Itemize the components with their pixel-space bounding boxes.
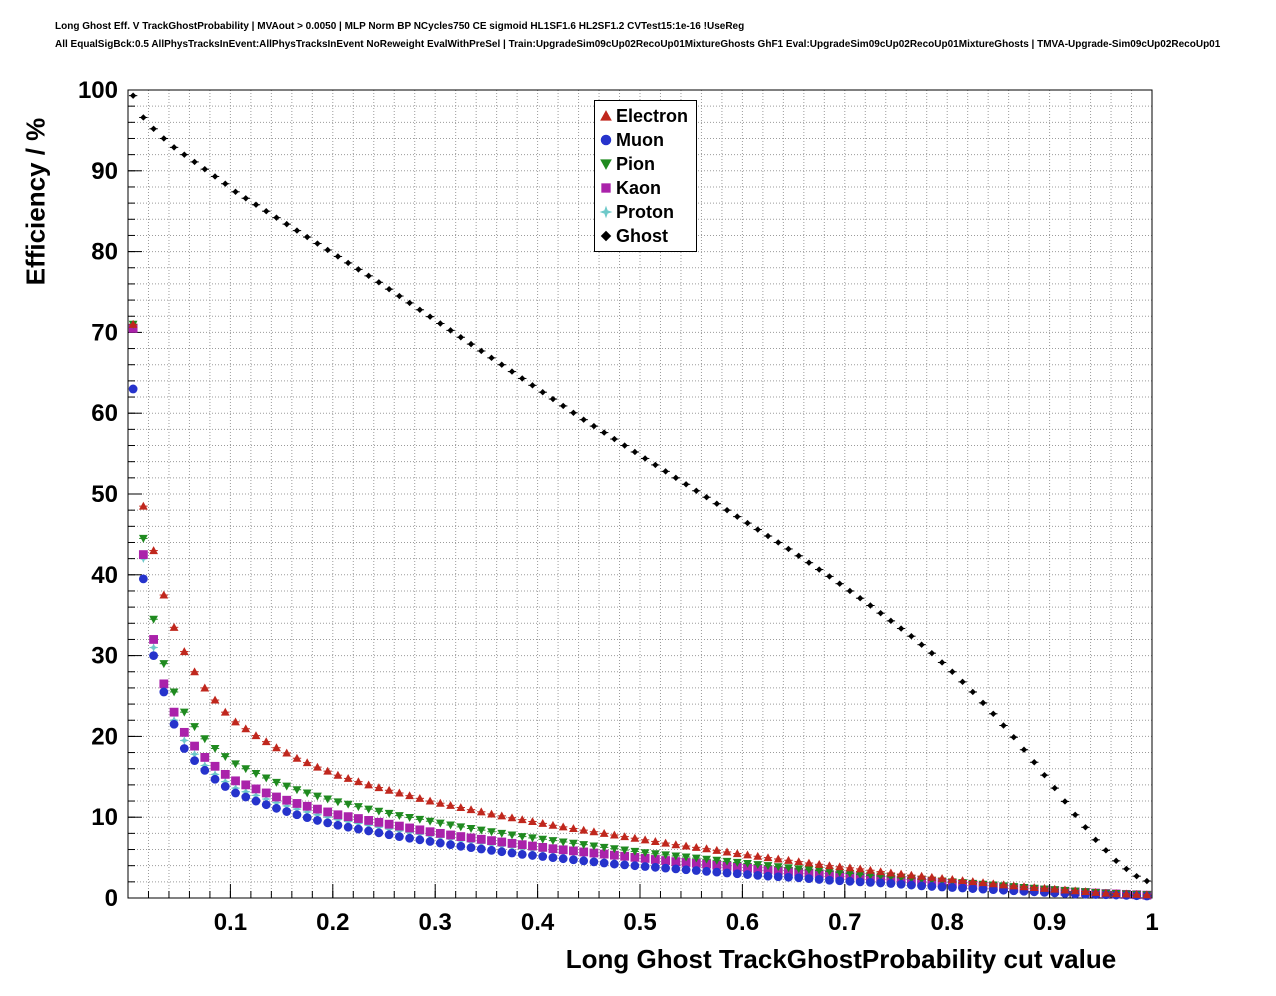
x-tick-label: 0.1 xyxy=(214,909,247,936)
legend: Electron Muon Pion Kaon Proton Ghost xyxy=(594,100,698,252)
y-tick-label: 60 xyxy=(91,400,118,427)
x-tick-labels: 0.1 0.2 0.3 0.4 0.5 0.6 0.7 0.8 0.9 1 xyxy=(214,909,1159,936)
legend-item-kaon: Kaon xyxy=(599,176,688,200)
y-tick-label: 80 xyxy=(91,239,118,266)
legend-item-proton: Proton xyxy=(599,200,688,224)
axis-ticks xyxy=(128,89,1153,899)
x-tick-label: 0.9 xyxy=(1033,909,1066,936)
kaon-marker-icon xyxy=(601,183,611,193)
x-tick-label: 0.7 xyxy=(828,909,861,936)
chart-header-line1: Long Ghost Eff. V TrackGhostProbability … xyxy=(55,21,745,32)
x-tick-label: 0.5 xyxy=(623,909,656,936)
y-axis-title: Efficiency / % xyxy=(20,117,51,286)
series-electron xyxy=(128,319,1152,899)
y-tick-label: 0 xyxy=(105,885,118,912)
y-tick-label: 10 xyxy=(91,804,118,831)
x-tick-label: 0.3 xyxy=(419,909,452,936)
x-tick-label: 0.2 xyxy=(316,909,349,936)
chart-header-line2: All EqualSigBck:0.5 AllPhysTracksInEvent… xyxy=(55,39,1221,50)
legend-label: Electron xyxy=(616,106,689,126)
electron-marker-icon xyxy=(600,110,612,121)
x-tick-label: 0.8 xyxy=(931,909,964,936)
pion-marker-icon xyxy=(600,159,612,170)
legend-label: Pion xyxy=(616,154,655,174)
y-tick-labels: 0 10 20 30 40 50 60 70 80 90 100 xyxy=(78,77,118,912)
legend-item-electron: Electron xyxy=(599,104,688,128)
x-axis-title: Long Ghost TrackGhostProbability cut val… xyxy=(565,944,1117,974)
y-tick-label: 100 xyxy=(78,77,118,104)
legend-item-pion: Pion xyxy=(599,152,688,176)
y-tick-label: 20 xyxy=(91,723,118,750)
legend-item-ghost: Ghost xyxy=(599,224,688,248)
legend-item-muon: Muon xyxy=(599,128,688,152)
ghost-marker-icon xyxy=(600,230,612,242)
y-tick-label: 70 xyxy=(91,319,118,346)
legend-label: Ghost xyxy=(616,226,668,246)
y-tick-label: 90 xyxy=(91,158,118,185)
legend-label: Kaon xyxy=(616,178,661,198)
y-tick-label: 40 xyxy=(91,562,118,589)
y-tick-label: 30 xyxy=(91,643,118,670)
legend-label: Muon xyxy=(616,130,664,150)
series-muon xyxy=(128,384,1152,901)
proton-marker-icon xyxy=(599,205,613,219)
y-tick-label: 50 xyxy=(91,481,118,508)
series-ghost xyxy=(128,92,1152,885)
x-tick-label: 0.4 xyxy=(521,909,555,936)
x-tick-label: 1 xyxy=(1145,909,1158,936)
legend-label: Proton xyxy=(616,202,674,222)
x-tick-label: 0.6 xyxy=(726,909,759,936)
muon-marker-icon xyxy=(600,134,612,146)
